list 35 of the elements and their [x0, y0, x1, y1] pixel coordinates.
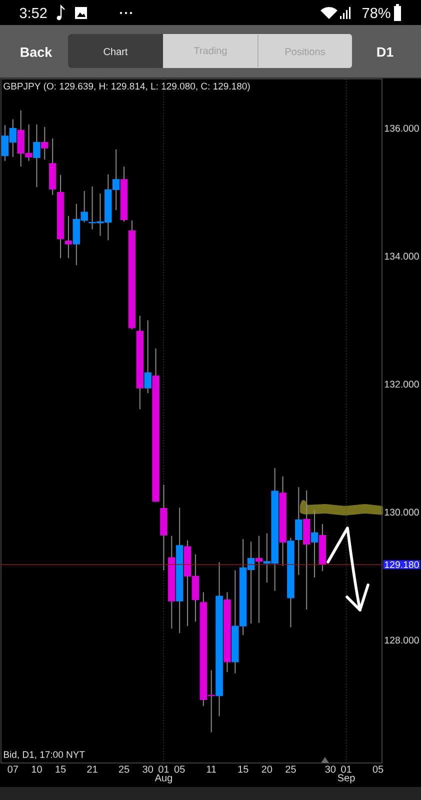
candlestick: [144, 320, 152, 394]
text: Chart: [104, 48, 128, 56]
y-tick-label: 130.000: [384, 508, 419, 516]
x-tick-label: 15: [56, 766, 66, 773]
y-tick-label: 134.000: [384, 252, 419, 260]
candlestick: [295, 486, 302, 576]
x-tick-label: 11: [206, 766, 216, 773]
x-tick-label: 30: [325, 766, 336, 773]
annotation: Bid, D1, 17:00 NYT: [4, 750, 85, 760]
x-tick-label: 10: [32, 766, 42, 773]
x-tick-label: 20: [262, 766, 272, 773]
x-tick-label: 25: [286, 766, 296, 773]
x-tick-label: 30: [142, 766, 154, 773]
x-tick-label: 05: [372, 766, 384, 773]
y-tick-label: 136.000: [384, 124, 419, 132]
x-tick-label: 01 Sep: [338, 766, 355, 784]
text: 3:52: [20, 8, 47, 18]
candlestick: [310, 510, 318, 578]
x-tick-label: 05: [174, 766, 185, 773]
text: Back: [20, 47, 52, 57]
candlestick: [33, 124, 40, 188]
x-tick-label: 07: [8, 766, 18, 773]
ref-line-label: 129.180: [384, 561, 419, 568]
x-tick-label: 01 Aug: [154, 766, 172, 784]
candlestick: [64, 215, 72, 259]
x-tick-label: 25: [118, 766, 130, 773]
y-tick-label: 132.000: [384, 380, 419, 388]
text: 78%: [362, 8, 390, 18]
chart-title: GBPJPY (O: 129.639, H: 129.814, L: 129.080, C: 129.180): [4, 82, 250, 92]
x-tick-label: 15: [238, 766, 248, 773]
candlestick: [255, 535, 263, 624]
text: D1: [377, 47, 394, 57]
x-tick-label: 21: [87, 766, 98, 773]
y-tick-label: 128.000: [384, 636, 419, 644]
candlestick: [41, 126, 48, 160]
